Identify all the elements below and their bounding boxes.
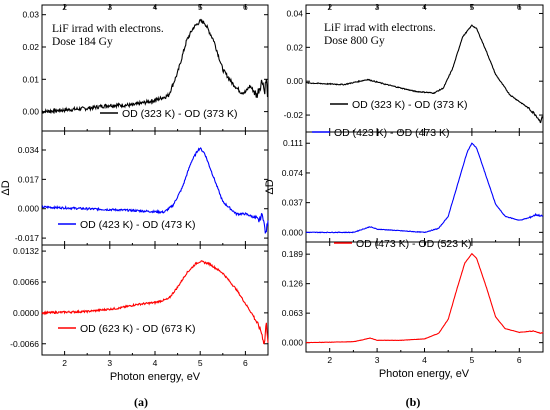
annotation-text: LiF irrad with electrons.: [324, 22, 436, 34]
y-tick-label: 0.189: [282, 249, 304, 259]
annotation-text: Dose 800 Gy: [324, 35, 385, 47]
y-tick-label: 0.00: [286, 76, 303, 86]
series-line: [41, 18, 269, 115]
y-tick-label: 0.0000: [13, 308, 39, 318]
plot-frame: [305, 131, 544, 243]
x-tick-label: 5: [470, 355, 475, 365]
legend-label: OD (623 K) - OD (673 K): [80, 323, 196, 335]
series-line: [305, 252, 544, 344]
panel-label: (b): [406, 395, 421, 409]
subplot: 2 3 4 5 6 0.000 0.063 0.126 0.189 OD (473 K) - OD…: [282, 238, 544, 365]
x-tick-label: 4: [422, 355, 427, 365]
series-line: [41, 146, 269, 234]
x-top-tick-label: 4: [153, 2, 158, 12]
y-tick-label: 0.063: [282, 308, 304, 318]
x-tick-label: 2: [62, 358, 67, 368]
x-axis-title: Photon energy, eV: [110, 371, 201, 383]
y-tick-label: 0.0132: [13, 246, 39, 256]
plot-frame: [305, 241, 544, 353]
series-line: [41, 260, 269, 345]
y-tick-label: 0.03: [22, 10, 39, 20]
x-top-tick-label: 4: [422, 2, 427, 12]
subplot: 0.000 0.037 0.074 0.111 OD (423 K) - OD (473…: [282, 127, 544, 243]
subplot: -0.017 0.000 0.017 0.034 OD (423 K) - OD (47…: [15, 130, 269, 246]
x-top-tick-label: 6: [243, 2, 248, 12]
x-tick-label: 3: [107, 358, 112, 368]
x-top-tick-label: 5: [470, 2, 475, 12]
x-top-tick-label: 2: [327, 2, 332, 12]
y-tick-label: 0.0066: [13, 277, 39, 287]
annotation-text: Dose 184 Gy: [52, 36, 113, 48]
y-tick-label: 0.034: [18, 145, 40, 155]
panel-label: (a): [134, 395, 148, 409]
series-line: [305, 24, 544, 124]
y-tick-label: -0.0066: [10, 339, 39, 349]
x-tick-label: 4: [153, 358, 158, 368]
y-tick-label: 0.01: [22, 74, 39, 84]
legend-label: OD (423 K) - OD (473 K): [80, 219, 196, 231]
x-top-tick-label: 2: [62, 2, 67, 12]
x-tick-label: 6: [517, 355, 522, 365]
panel-a: 2 3 4 5 6 0.00 0.01 0.02 0.03 OD (323 K) - OD (37…: [0, 2, 269, 409]
x-tick-label: 6: [243, 358, 248, 368]
panel-b: 2 3 4 5 6 -0.02 0.00 0.02 0.04 OD (323 K) - OD (3…: [264, 2, 544, 409]
y-tick-label: 0.000: [18, 204, 40, 214]
plot-frame: [41, 244, 269, 356]
y-tick-label: 0.02: [286, 42, 303, 52]
y-tick-label: 0.04: [286, 8, 303, 18]
legend-label: OD (323 K) - OD (373 K): [352, 99, 468, 111]
x-tick-label: 5: [198, 358, 203, 368]
subplot: 2 3 4 5 6 0.00 0.01 0.02 0.03 OD (323 K) - OD (37…: [22, 2, 269, 132]
y-axis-title: ΔD: [264, 179, 276, 194]
y-tick-label: 0.00: [22, 107, 39, 117]
x-top-tick-label: 3: [107, 2, 112, 12]
y-tick-label: 0.02: [22, 42, 39, 52]
subplot: 2 3 4 5 6 -0.02 0.00 0.02 0.04 OD (323 K) - OD (3…: [284, 2, 544, 133]
y-tick-label: 0.074: [282, 168, 304, 178]
y-axis-title: ΔD: [0, 180, 12, 195]
y-tick-label: 0.111: [283, 138, 303, 148]
legend-label: OD (473 K) - OD (523 K): [356, 238, 472, 250]
x-top-tick-label: 3: [375, 2, 380, 12]
x-axis-title: Photon energy, eV: [379, 368, 470, 380]
y-tick-label: 0.000: [282, 338, 304, 348]
y-tick-label: 0.000: [282, 227, 304, 237]
subplot: 2 3 4 5 6 -0.0066 0.0000 0.0066 0.0132 OD (623 K)…: [10, 244, 269, 368]
y-tick-label: 0.017: [18, 174, 40, 184]
y-tick-label: 0.037: [282, 198, 304, 208]
legend-label: OD (423 K) - OD (473 K): [334, 127, 450, 139]
x-tick-label: 3: [375, 355, 380, 365]
y-tick-label: -0.02: [284, 110, 304, 120]
x-top-tick-label: 6: [517, 2, 522, 12]
y-tick-label: 0.126: [282, 279, 304, 289]
series-line: [305, 142, 543, 234]
legend-label: OD (323 K) - OD (373 K): [122, 108, 238, 120]
annotation-text: LiF irrad with electrons.: [52, 23, 164, 35]
y-tick-label: -0.017: [15, 233, 39, 243]
x-top-tick-label: 5: [198, 2, 203, 12]
x-tick-label: 2: [327, 355, 332, 365]
